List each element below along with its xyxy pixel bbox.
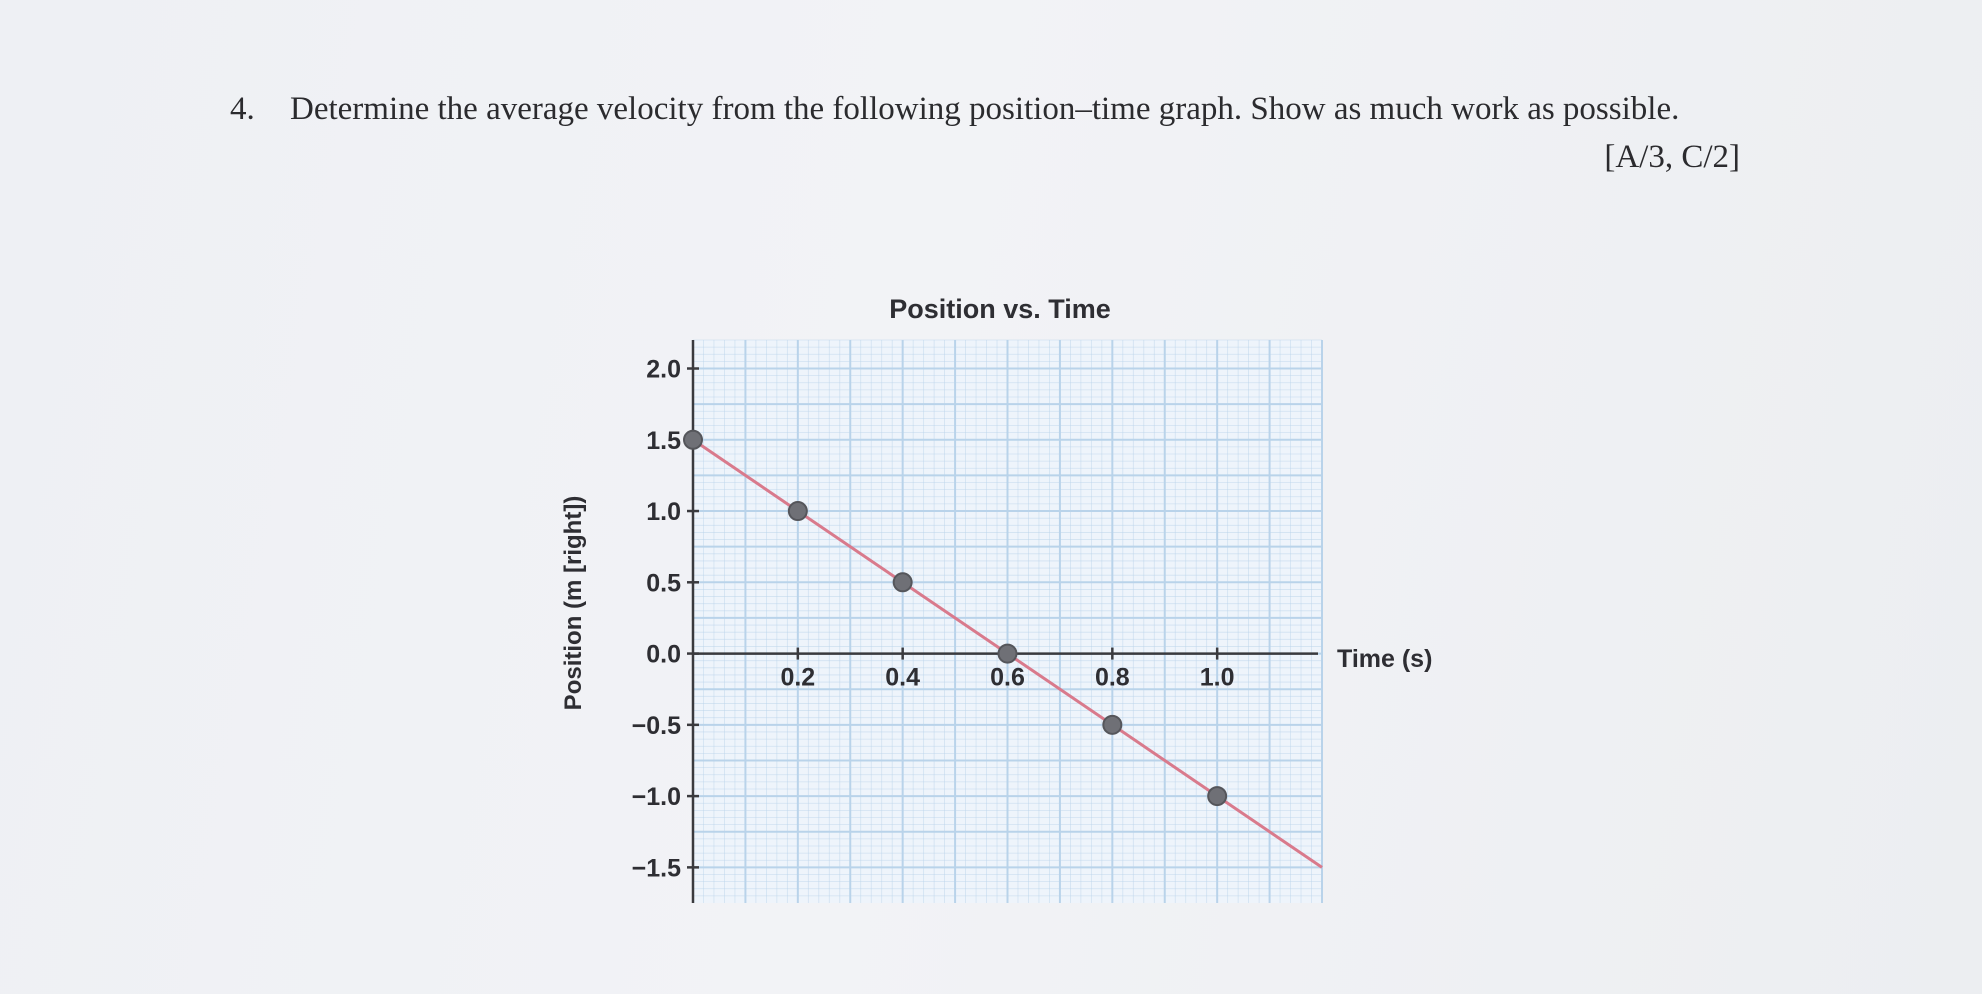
y-tick-label: 1.5 — [646, 427, 681, 455]
data-point — [1102, 714, 1123, 735]
y-tick-label: 0.0 — [646, 641, 681, 669]
chart-series — [683, 429, 1323, 869]
x-tick-label: 0.4 — [885, 664, 920, 692]
chart-grid — [692, 339, 1323, 903]
question-marks: [A/3, C/2] — [1604, 139, 1740, 175]
y-tick-label: −0.5 — [632, 712, 681, 740]
data-point — [892, 572, 913, 593]
question-number: 4. — [230, 91, 255, 127]
y-tick-label: 0.5 — [646, 569, 681, 597]
x-tick-label: 1.0 — [1200, 664, 1235, 692]
x-axis-label: Time (s) — [1337, 645, 1432, 673]
question-text: Determine the average velocity from the … — [290, 91, 1680, 127]
chart-ticks: 2.0 1.5 1.0 0.5 0.0 −0.5 −1.0 −1.5 0.2 0.4 0.6 0.8 1… — [632, 356, 1235, 883]
x-tick-label: 0.2 — [780, 664, 815, 692]
data-point — [787, 501, 808, 522]
y-tick-label: 1.0 — [646, 498, 681, 526]
y-tick-label: −1.5 — [632, 854, 681, 882]
y-tick-label: 2.0 — [646, 356, 681, 384]
chart-title: Position vs. Time — [889, 294, 1111, 324]
data-point — [997, 643, 1018, 664]
x-tick-label: 0.8 — [1095, 664, 1130, 692]
x-tick-label: 0.6 — [990, 664, 1025, 692]
data-point — [1207, 786, 1228, 807]
y-axis-label: Position (m [right]) — [560, 496, 587, 711]
y-tick-label: −1.0 — [632, 783, 681, 811]
data-point — [683, 429, 703, 450]
